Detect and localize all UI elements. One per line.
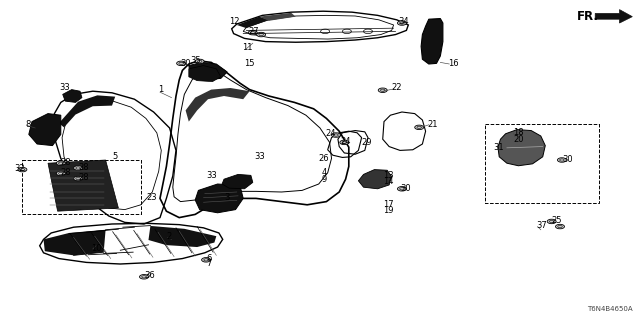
Polygon shape — [59, 95, 115, 127]
Polygon shape — [29, 114, 61, 146]
Text: 6: 6 — [206, 254, 211, 263]
Text: 35: 35 — [191, 56, 202, 65]
Circle shape — [248, 30, 257, 35]
Bar — [485, 124, 599, 203]
Bar — [22, 160, 141, 214]
Circle shape — [195, 59, 204, 64]
Text: 12: 12 — [229, 17, 239, 26]
Circle shape — [556, 224, 564, 229]
Polygon shape — [186, 88, 250, 122]
Text: 28: 28 — [78, 163, 89, 172]
Text: 20: 20 — [513, 135, 524, 144]
Text: 26: 26 — [319, 154, 330, 163]
Text: 28: 28 — [61, 158, 72, 167]
Text: T6N4B4650A: T6N4B4650A — [587, 306, 632, 312]
Circle shape — [378, 88, 387, 92]
Text: 33: 33 — [255, 152, 266, 161]
Polygon shape — [44, 230, 106, 255]
Text: 28: 28 — [78, 173, 89, 182]
Polygon shape — [195, 184, 243, 213]
Text: 34: 34 — [398, 17, 409, 26]
Circle shape — [557, 158, 566, 162]
Text: 7: 7 — [206, 260, 211, 268]
Circle shape — [547, 219, 556, 224]
Text: 18: 18 — [513, 128, 524, 137]
Text: 32: 32 — [14, 164, 25, 173]
Circle shape — [56, 161, 65, 165]
Text: 23: 23 — [146, 193, 157, 202]
Text: 19: 19 — [383, 206, 393, 215]
Circle shape — [415, 125, 424, 130]
Circle shape — [18, 167, 27, 172]
Text: 14: 14 — [383, 177, 393, 186]
Polygon shape — [595, 10, 632, 23]
Circle shape — [332, 133, 340, 137]
Circle shape — [257, 32, 266, 37]
Text: 30: 30 — [400, 184, 411, 193]
Text: 30: 30 — [562, 155, 573, 164]
Text: 16: 16 — [448, 59, 459, 68]
Polygon shape — [237, 17, 269, 28]
Polygon shape — [189, 62, 227, 80]
Text: 37: 37 — [536, 221, 547, 230]
Polygon shape — [189, 66, 221, 82]
Text: 9: 9 — [321, 175, 326, 184]
Text: 17: 17 — [383, 200, 394, 209]
Circle shape — [202, 258, 211, 262]
Text: 22: 22 — [392, 84, 402, 92]
Text: 33: 33 — [59, 84, 70, 92]
Circle shape — [340, 140, 349, 145]
Text: 8: 8 — [26, 120, 31, 129]
Circle shape — [74, 176, 83, 181]
Polygon shape — [222, 174, 253, 189]
Text: 24: 24 — [325, 129, 335, 138]
Polygon shape — [498, 130, 545, 166]
Text: 36: 36 — [144, 271, 155, 280]
Text: 5: 5 — [112, 152, 117, 161]
Polygon shape — [148, 226, 216, 247]
Text: 21: 21 — [428, 120, 438, 129]
Polygon shape — [421, 19, 443, 64]
Text: 15: 15 — [244, 59, 255, 68]
Text: 4: 4 — [321, 168, 326, 177]
Circle shape — [56, 171, 65, 176]
Circle shape — [140, 275, 148, 279]
Text: 29: 29 — [362, 138, 372, 147]
Circle shape — [177, 61, 186, 66]
Polygon shape — [48, 160, 118, 211]
Circle shape — [397, 21, 406, 25]
Text: 1: 1 — [158, 85, 163, 94]
Text: 13: 13 — [383, 171, 394, 180]
Text: 25: 25 — [552, 216, 562, 225]
Text: 31: 31 — [493, 143, 504, 152]
Text: 2: 2 — [166, 232, 172, 241]
Text: 24: 24 — [340, 137, 351, 146]
Polygon shape — [63, 90, 82, 102]
Polygon shape — [358, 170, 392, 189]
Text: 28: 28 — [61, 168, 72, 177]
Polygon shape — [259, 13, 296, 21]
Text: 3: 3 — [224, 193, 229, 202]
Text: 33: 33 — [206, 171, 217, 180]
Text: 10: 10 — [91, 244, 101, 253]
Text: 27: 27 — [248, 27, 259, 36]
Circle shape — [397, 187, 406, 191]
Text: FR.: FR. — [577, 10, 599, 23]
Circle shape — [74, 166, 83, 170]
Text: 30: 30 — [180, 59, 191, 68]
Text: 11: 11 — [242, 43, 252, 52]
